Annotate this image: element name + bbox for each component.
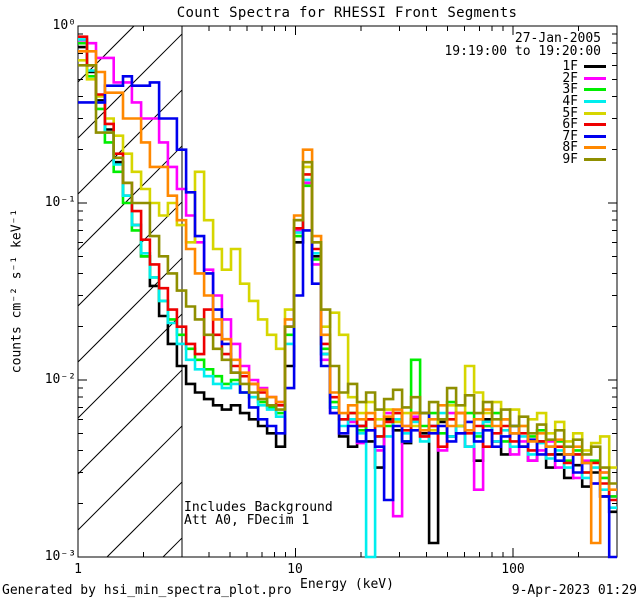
- hatch-line: [77, 89, 183, 195]
- x-tick-label-10: 10: [287, 562, 303, 577]
- legend-label: 1F: [562, 59, 578, 75]
- legend-swatch: [584, 65, 606, 69]
- axis-frame: [77, 25, 618, 558]
- legend-item: 4F: [480, 94, 606, 110]
- chart-title: Count Spectra for RHESSI Front Segments: [176, 5, 518, 21]
- attenuator-note: Att A0, FDecim 1: [184, 513, 310, 528]
- hatch-line: [77, 257, 183, 363]
- legend-item: 6F: [480, 117, 606, 133]
- legend: 1F 2F 3F 4F 5F 6F 7F 8F 9F: [480, 59, 606, 168]
- hatch-line: [77, 145, 183, 251]
- legend-item: 5F: [480, 105, 606, 121]
- legend-item: 8F: [480, 140, 606, 156]
- curve-9F: [78, 64, 617, 485]
- legend-item: 1F: [480, 59, 606, 75]
- x-tick-label-100: 100: [501, 562, 525, 577]
- hatch-line: [162, 537, 183, 558]
- plot-timestamp: 9-Apr-2023 01:29: [511, 583, 637, 598]
- legend-swatch: [584, 76, 606, 80]
- legend-label: 6F: [562, 117, 578, 133]
- legend-swatch: [584, 146, 606, 150]
- legend-label: 5F: [562, 105, 578, 121]
- legend-item: 3F: [480, 82, 606, 98]
- y-tick-label-1e0: 10⁰: [52, 18, 76, 33]
- legend-item: 7F: [480, 128, 606, 144]
- legend-swatch: [584, 88, 606, 92]
- generated-by-text: Generated by hsi_min_spectra_plot.pro: [2, 583, 292, 598]
- x-tick-label-1: 1: [74, 562, 82, 577]
- hatch-line: [77, 201, 183, 307]
- legend-item: 9F: [480, 152, 606, 168]
- hatch-line: [106, 481, 183, 558]
- hatch-line: [77, 369, 183, 475]
- legend-swatch: [584, 123, 606, 127]
- legend-label: 2F: [562, 70, 578, 86]
- legend-label: 4F: [562, 94, 578, 110]
- hatch-line: [77, 313, 183, 419]
- legend-swatch: [584, 100, 606, 104]
- legend-label: 9F: [562, 152, 578, 168]
- x-axis-title: Energy (keV): [300, 577, 394, 592]
- background-note: Includes Background: [184, 500, 333, 515]
- observation-date: 27-Jan-2005: [514, 31, 601, 46]
- y-tick-label-1e-1: 10⁻¹: [44, 195, 76, 210]
- y-tick-label-1e-3: 10⁻³: [44, 549, 76, 564]
- curve-8F: [78, 50, 617, 545]
- observation-time-range: 19:19:00 to 19:20:00: [444, 44, 601, 59]
- y-tick-label-1e-2: 10⁻²: [44, 372, 76, 387]
- y-axis-title: counts cm⁻² s⁻¹ keV⁻¹: [9, 208, 25, 374]
- legend-swatch: [584, 134, 606, 138]
- legend-swatch: [584, 111, 606, 115]
- legend-label: 7F: [562, 128, 578, 144]
- legend-label: 3F: [562, 82, 578, 98]
- hatch-line: [77, 33, 183, 139]
- legend-label: 8F: [562, 140, 578, 156]
- hatch-line: [77, 425, 183, 531]
- legend-swatch: [584, 158, 606, 162]
- legend-item: 2F: [480, 70, 606, 86]
